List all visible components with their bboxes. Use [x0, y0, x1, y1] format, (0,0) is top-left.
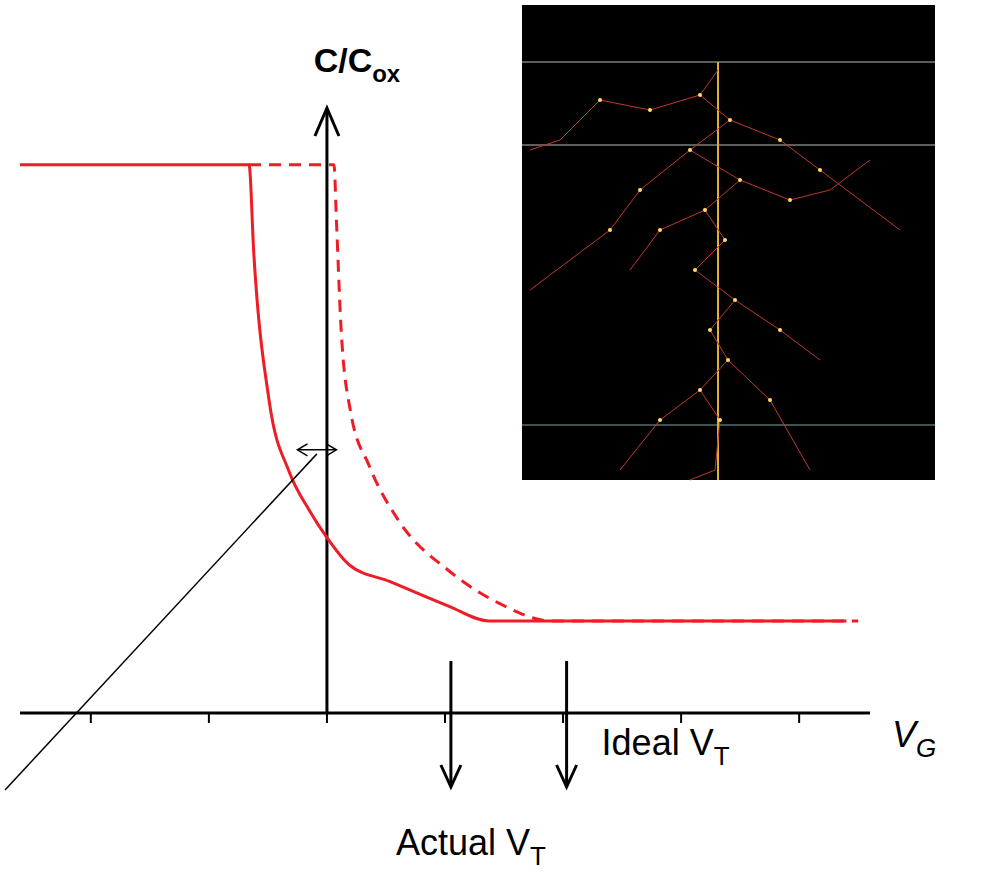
svg-text:C/Cox: C/Cox: [314, 41, 401, 87]
svg-text:VG: VG: [892, 714, 936, 763]
svg-text:Ideal VT: Ideal VT: [602, 722, 730, 771]
svg-text:Actual VT: Actual VT: [396, 822, 546, 871]
